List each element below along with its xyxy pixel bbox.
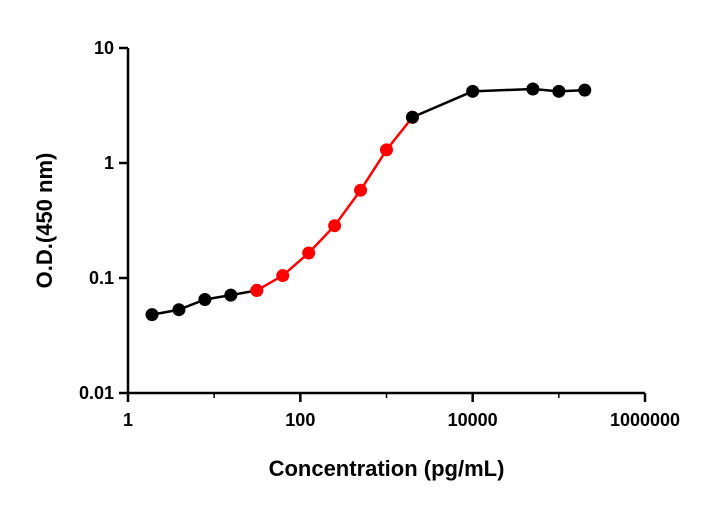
data-point	[198, 293, 212, 307]
data-point	[380, 143, 393, 157]
data-point	[276, 269, 290, 283]
x-tick-label: 10000	[448, 410, 498, 430]
data-point	[328, 219, 342, 233]
y-axis-title: O.D.(450 nm)	[32, 153, 57, 289]
data-point	[250, 283, 264, 297]
data-point	[552, 84, 566, 98]
y-tick-label: 1	[104, 153, 114, 173]
data-point	[145, 308, 159, 322]
series-layer	[145, 82, 592, 322]
data-point	[172, 303, 186, 317]
x-tick-label: 1000000	[610, 410, 680, 430]
data-point	[526, 82, 540, 96]
points-layer	[145, 82, 592, 322]
data-point	[405, 110, 419, 124]
data-point	[354, 183, 368, 197]
y-axis-ticks: 0.01 0.1 1 10	[79, 38, 128, 403]
axes: 1 100 10000 1000000 0.01 0.1 1 10	[79, 38, 680, 430]
data-point	[578, 83, 592, 97]
y-tick-label: 0.1	[89, 268, 114, 288]
data-point	[224, 288, 238, 302]
series-line-2	[255, 115, 414, 292]
x-axis-title: Concentration (pg/mL)	[269, 456, 505, 481]
data-point	[302, 246, 316, 260]
data-point	[466, 84, 480, 98]
y-tick-label: 0.01	[79, 383, 114, 403]
x-tick-label: 1	[123, 410, 133, 430]
y-tick-label: 10	[94, 38, 114, 58]
x-axis-ticks: 1 100 10000 1000000	[123, 393, 680, 430]
x-tick-label: 100	[285, 410, 315, 430]
